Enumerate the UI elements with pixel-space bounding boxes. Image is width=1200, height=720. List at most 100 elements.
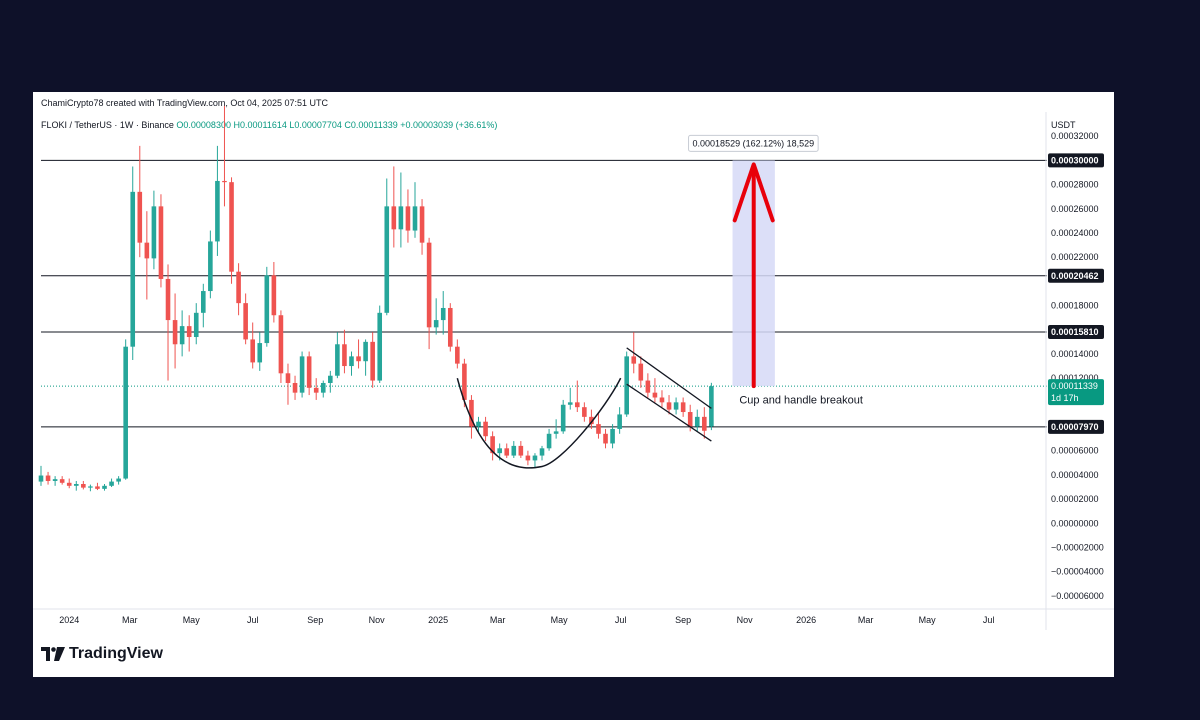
candle-body-5[interactable] [73,484,79,486]
candle-body-72[interactable] [546,433,552,449]
candle-body-34[interactable] [278,315,284,374]
candle-body-58[interactable] [447,307,453,347]
candle-body-26[interactable] [222,180,227,183]
candle-body-2[interactable] [52,479,58,481]
candle-body-95[interactable] [709,386,714,427]
candle-body-64[interactable] [490,436,495,454]
candle-body-88[interactable] [659,397,665,403]
candle-body-54[interactable] [419,206,425,243]
candle-body-92[interactable] [687,412,693,427]
candle-body-74[interactable] [560,404,566,432]
candle-body-17[interactable] [158,206,164,279]
candle-body-31[interactable] [257,343,263,363]
candle-body-9[interactable] [102,485,107,489]
candle-body-10[interactable] [109,481,114,486]
candle-body-40[interactable] [320,382,326,393]
candle-body-70[interactable] [532,455,538,461]
candle-body-1[interactable] [45,475,51,481]
candle-body-52[interactable] [405,206,411,231]
candle-body-43[interactable] [342,344,347,367]
candle-body-85[interactable] [638,363,644,381]
candle-body-59[interactable] [455,346,460,364]
candle-body-66[interactable] [504,448,510,456]
candle-body-51[interactable] [398,206,404,230]
candle-body-38[interactable] [306,356,312,388]
candle-body-13[interactable] [130,191,136,347]
candle-body-60[interactable] [462,363,467,400]
tradingview-logo[interactable]: TradingView [41,645,163,663]
candle-body-28[interactable] [236,271,241,304]
handle-upper-trendline[interactable] [626,347,712,409]
candle-body-83[interactable] [624,356,629,415]
candle-body-3[interactable] [59,479,65,483]
time-axis[interactable]: 2024 Mar May Jul Sep Nov 2025 Mar May Jul Sep Nov 20… [59,615,994,625]
candle-body-77[interactable] [582,407,587,417]
candle-body-67[interactable] [511,445,517,456]
candle-body-49[interactable] [384,206,390,313]
candle-body-84[interactable] [631,356,637,364]
candle-body-68[interactable] [518,445,524,456]
candle-body-53[interactable] [412,206,418,231]
price-axis[interactable]: 0.00032000 0.00028000 0.00026000 0.00024000… [1051,131,1104,601]
candle-body-29[interactable] [243,303,248,340]
candle-body-0[interactable] [38,475,44,482]
candle-body-81[interactable] [610,428,615,444]
candle-body-14[interactable] [137,191,143,243]
symbol-info-bar[interactable]: FLOKI / TetherUS · 1W · Binance O0.00008… [41,120,497,130]
candle-body-45[interactable] [356,356,361,362]
candle-body-24[interactable] [208,241,213,292]
candle-body-41[interactable] [328,375,333,383]
candle-body-48[interactable] [377,312,383,381]
candle-body-76[interactable] [574,402,580,408]
candle-body-23[interactable] [201,291,206,313]
candle-body-90[interactable] [673,402,679,410]
candle-body-89[interactable] [666,402,672,410]
candle-body-19[interactable] [172,320,178,345]
candle-body-15[interactable] [144,242,150,259]
candle-body-42[interactable] [335,344,340,376]
candle-body-61[interactable] [469,399,474,427]
candle-body-35[interactable] [285,373,291,383]
candle-body-63[interactable] [483,421,488,437]
candle-body-11[interactable] [116,478,121,482]
candle-body-21[interactable] [186,326,192,338]
candle-body-47[interactable] [370,341,375,381]
candle-body-87[interactable] [652,392,658,398]
candle-body-12[interactable] [123,346,128,479]
candle-body-80[interactable] [603,433,608,444]
candle-body-69[interactable] [525,455,531,461]
candle-body-56[interactable] [433,320,439,328]
candle-body-75[interactable] [567,402,573,405]
candle-body-32[interactable] [264,275,270,344]
candle-body-18[interactable] [165,278,171,321]
candle-body-71[interactable] [539,448,545,456]
candle-body-44[interactable] [349,356,354,367]
candle-body-30[interactable] [250,339,255,363]
candle-body-20[interactable] [179,326,185,345]
candle-body-55[interactable] [426,242,432,328]
candle-body-86[interactable] [645,380,651,393]
candle-body-50[interactable] [391,206,397,230]
candle-body-78[interactable] [589,416,594,425]
candle-body-39[interactable] [313,387,319,393]
candle-body-8[interactable] [95,486,100,489]
candle-body-79[interactable] [596,424,601,434]
candle-body-91[interactable] [680,402,686,413]
candle-body-82[interactable] [617,414,622,429]
candle-body-65[interactable] [497,448,502,454]
candle-body-37[interactable] [299,356,305,393]
candle-body-94[interactable] [702,416,707,431]
candle-body-22[interactable] [193,312,199,338]
cup-handle-annotation[interactable]: Cup and handle breakout [739,394,863,406]
candle-body-16[interactable] [151,206,157,259]
candle-body-73[interactable] [553,431,559,434]
candle-body-93[interactable] [694,416,700,427]
candle-body-6[interactable] [81,484,86,488]
candle-body-25[interactable] [215,180,220,242]
candle-body-36[interactable] [292,382,298,393]
price-chart[interactable]: Cup and handle breakout 0.00018529 (162.… [33,92,1114,677]
candle-body-62[interactable] [476,421,481,427]
target-arrow[interactable] [732,162,775,389]
handle-lower-trendline[interactable] [626,383,712,442]
candle-body-33[interactable] [271,275,277,316]
